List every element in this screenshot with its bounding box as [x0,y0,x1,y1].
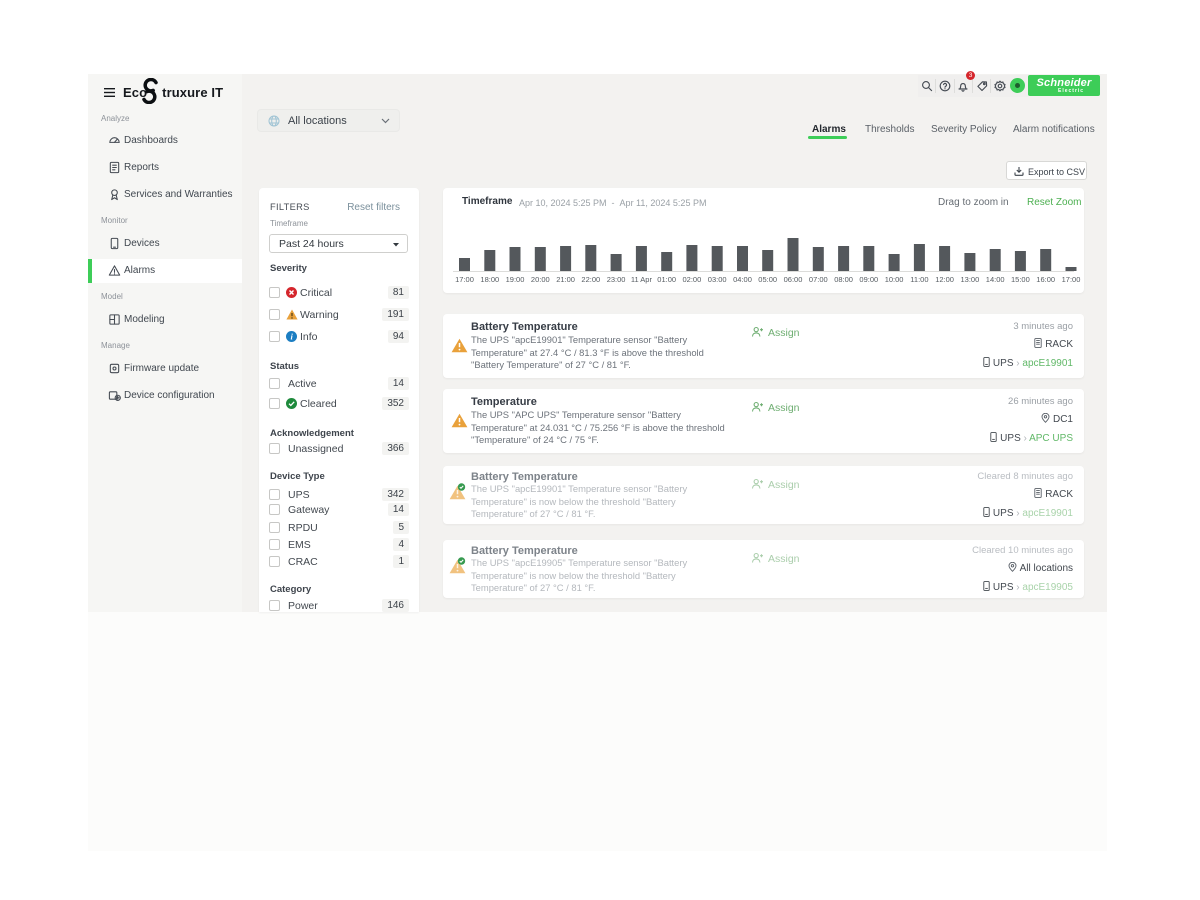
svg-text:11:00: 11:00 [910,275,928,284]
svg-text:01:00: 01:00 [657,275,676,284]
svg-text:21:00: 21:00 [556,275,575,284]
svg-text:16:00: 16:00 [1036,275,1055,284]
svg-text:i: i [291,331,294,341]
svg-text:07:00: 07:00 [809,275,828,284]
svg-text:23:00: 23:00 [607,275,626,284]
svg-text:22:00: 22:00 [581,275,600,284]
svg-text:04:00: 04:00 [733,275,752,284]
svg-text:03:00: 03:00 [708,275,727,284]
svg-text:12:00: 12:00 [935,275,954,284]
svg-text:17:00: 17:00 [455,275,474,284]
svg-text:13:00: 13:00 [961,275,980,284]
svg-text:17:00: 17:00 [1062,275,1081,284]
svg-text:18:00: 18:00 [480,275,499,284]
svg-text:05:00: 05:00 [758,275,777,284]
svg-text:15:00: 15:00 [1011,275,1030,284]
svg-text:08:00: 08:00 [834,275,853,284]
svg-text:06:00: 06:00 [784,275,803,284]
svg-text:02:00: 02:00 [683,275,702,284]
svg-text:11 Apr: 11 Apr [631,275,653,284]
svg-text:10:00: 10:00 [885,275,904,284]
svg-text:19:00: 19:00 [506,275,525,284]
svg-text:20:00: 20:00 [531,275,550,284]
svg-text:09:00: 09:00 [859,275,878,284]
svg-text:14:00: 14:00 [986,275,1005,284]
